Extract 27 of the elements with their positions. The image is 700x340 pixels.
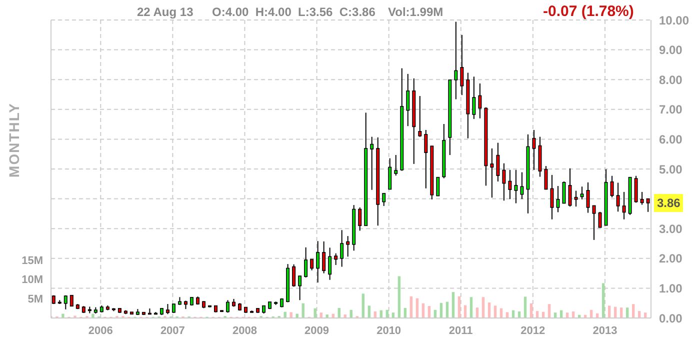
x-tick-label: 2012 xyxy=(520,324,546,337)
y-tick-label: 6.00 xyxy=(659,132,683,146)
x-tick-label: 2010 xyxy=(376,324,402,337)
text: O:4.00 H:4.00 L:3.56 C:3.86 xyxy=(212,5,376,19)
x-tick-label: 2007 xyxy=(160,324,185,337)
annotation: -0.07 (1.78%) xyxy=(543,3,634,20)
x-tick-label: 2009 xyxy=(304,324,330,337)
text: 22 Aug 13 xyxy=(137,5,194,19)
y-tick-label: 8.00 xyxy=(659,72,683,87)
y-tick-label: 7.00 xyxy=(659,102,683,117)
y-tick-label: 9.00 xyxy=(659,43,683,58)
y2-tick-label: 10M xyxy=(22,274,43,286)
y-tick-label: 5.00 xyxy=(659,162,683,176)
x-tick-label: 2011 xyxy=(448,324,473,337)
annotation: 3.86 xyxy=(654,194,684,212)
x-tick-label: 2008 xyxy=(232,324,257,337)
y-tick-label: 2.00 xyxy=(659,252,683,266)
x-tick-label: 2006 xyxy=(88,324,113,337)
y2-tick-label: 15M xyxy=(22,254,43,267)
y-tick-label: 3.00 xyxy=(659,222,683,236)
text: MONTHLY xyxy=(6,102,22,178)
x-tick-label: 2013 xyxy=(592,324,618,337)
y-tick-label: 1.00 xyxy=(659,281,683,296)
y-tick-label: 10.00 xyxy=(659,13,690,28)
y-tick-label: 0.00 xyxy=(659,311,683,326)
text: Vol:1.99M xyxy=(388,5,444,19)
y2-tick-label: 5M xyxy=(28,294,43,306)
